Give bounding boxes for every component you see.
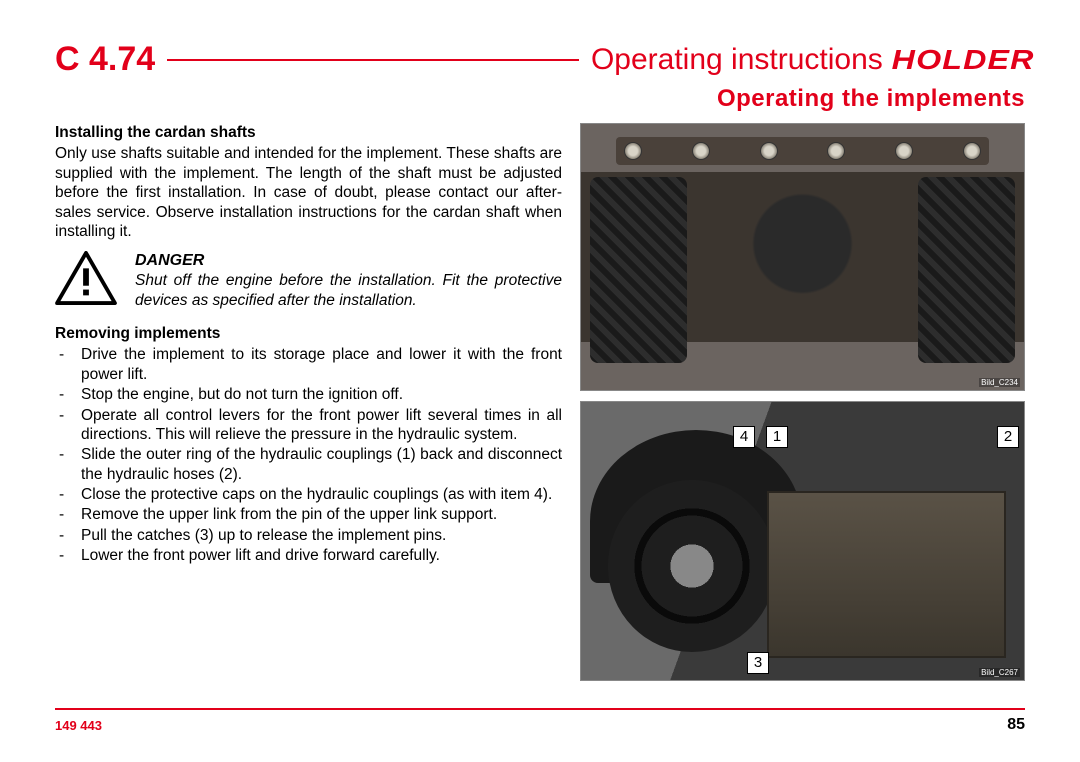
callout-label: 2 — [997, 426, 1019, 448]
brand-logo: HOLDER — [891, 44, 1034, 76]
figure-2-caption: Bild_C267 — [979, 668, 1020, 677]
removing-steps-list: Drive the implement to its storage place… — [55, 345, 562, 565]
danger-text: DANGER Shut off the engine before the in… — [135, 251, 562, 310]
header-rule — [167, 59, 579, 61]
danger-body: Shut off the engine before the installat… — [135, 271, 562, 310]
warning-triangle-icon — [55, 251, 117, 305]
callout-label: 1 — [766, 426, 788, 448]
figure-1: Bild_C234 — [580, 123, 1025, 391]
list-item: Pull the catches (3) up to release the i… — [55, 526, 562, 545]
list-item: Lower the front power lift and drive for… — [55, 546, 562, 565]
list-item: Close the protective caps on the hydraul… — [55, 485, 562, 504]
callout-label: 3 — [747, 652, 769, 674]
machinery-illustration — [581, 124, 1024, 390]
danger-label: DANGER — [135, 251, 562, 271]
body-cardan: Only use shafts suitable and intended fo… — [55, 144, 562, 241]
doc-title: Operating instructions — [591, 43, 883, 77]
figure-1-caption: Bild_C234 — [979, 378, 1020, 387]
list-item: Stop the engine, but do not turn the ign… — [55, 385, 562, 404]
text-column: Installing the cardan shafts Only use sh… — [55, 123, 562, 693]
content-columns: Installing the cardan shafts Only use sh… — [55, 123, 1025, 693]
list-item: Slide the outer ring of the hydraulic co… — [55, 445, 562, 484]
danger-block: DANGER Shut off the engine before the in… — [55, 251, 562, 310]
machinery-illustration — [581, 402, 1024, 680]
list-item: Operate all control levers for the front… — [55, 406, 562, 445]
list-item: Remove the upper link from the pin of th… — [55, 505, 562, 524]
figure-2: Bild_C267 41 2 3 — [580, 401, 1025, 681]
list-item: Drive the implement to its storage place… — [55, 345, 562, 384]
model-code: C 4.74 — [55, 40, 155, 79]
callout-label: 4 — [733, 426, 755, 448]
document-number: 149 443 — [55, 718, 102, 733]
manual-page: C 4.74 Operating instructions HOLDER Ope… — [0, 0, 1080, 762]
page-number: 85 — [1007, 716, 1025, 734]
figure-column: Bild_C234 Bild_C267 41 2 3 — [580, 123, 1025, 693]
heading-cardan: Installing the cardan shafts — [55, 123, 562, 142]
page-header: C 4.74 Operating instructions HOLDER — [55, 40, 1025, 79]
heading-removing: Removing implements — [55, 324, 562, 343]
page-footer: 149 443 85 — [55, 708, 1025, 734]
section-title: Operating the implements — [55, 85, 1025, 113]
